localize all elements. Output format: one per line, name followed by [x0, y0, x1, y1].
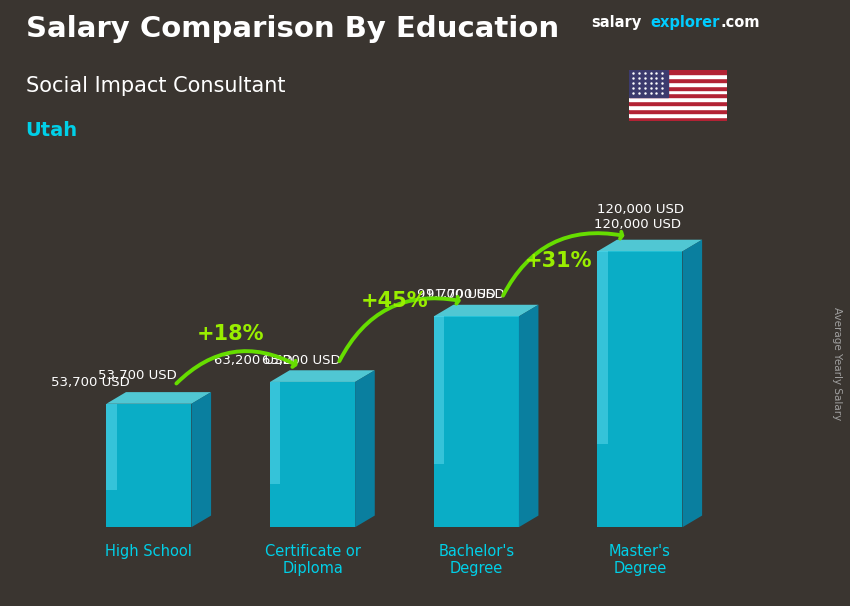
Polygon shape — [106, 392, 211, 404]
Polygon shape — [270, 382, 280, 484]
Bar — [629, 70, 727, 74]
Text: salary: salary — [591, 15, 641, 30]
Text: 63,200 USD: 63,200 USD — [214, 354, 293, 367]
Polygon shape — [598, 251, 683, 527]
Polygon shape — [683, 240, 702, 527]
Text: 53,700 USD: 53,700 USD — [51, 376, 129, 389]
Text: Average Yearly Salary: Average Yearly Salary — [832, 307, 842, 420]
Polygon shape — [106, 404, 191, 527]
Polygon shape — [106, 404, 116, 490]
Bar — [629, 101, 727, 105]
Bar — [629, 105, 727, 109]
Bar — [629, 85, 727, 90]
Text: 53,700 USD: 53,700 USD — [98, 369, 177, 382]
Polygon shape — [598, 251, 608, 444]
Polygon shape — [270, 382, 355, 527]
Polygon shape — [434, 316, 518, 527]
Text: .com: .com — [721, 15, 760, 30]
Text: explorer: explorer — [650, 15, 720, 30]
Text: Salary Comparison By Education: Salary Comparison By Education — [26, 15, 558, 43]
Bar — [629, 98, 727, 101]
Text: +18%: +18% — [197, 324, 264, 344]
Bar — [629, 82, 727, 85]
Polygon shape — [270, 370, 375, 382]
Text: +45%: +45% — [360, 290, 428, 311]
Text: 63,200 USD: 63,200 USD — [262, 354, 341, 367]
Text: 120,000 USD: 120,000 USD — [598, 204, 684, 216]
Polygon shape — [434, 305, 538, 316]
Bar — [629, 78, 727, 82]
Polygon shape — [434, 316, 444, 464]
Polygon shape — [355, 370, 375, 527]
Text: Utah: Utah — [26, 121, 77, 140]
Polygon shape — [191, 392, 211, 527]
Text: 91,700 USD: 91,700 USD — [426, 288, 504, 301]
Text: 91,700 USD: 91,700 USD — [417, 288, 496, 301]
Bar — [629, 113, 727, 117]
Text: Social Impact Consultant: Social Impact Consultant — [26, 76, 285, 96]
Bar — [629, 90, 727, 93]
Bar — [629, 93, 727, 98]
Bar — [629, 109, 727, 113]
Text: 120,000 USD: 120,000 USD — [594, 218, 681, 231]
Bar — [629, 74, 727, 78]
Text: +31%: +31% — [524, 250, 592, 271]
Bar — [629, 70, 668, 98]
Polygon shape — [598, 240, 702, 251]
Polygon shape — [518, 305, 538, 527]
Bar — [629, 117, 727, 121]
